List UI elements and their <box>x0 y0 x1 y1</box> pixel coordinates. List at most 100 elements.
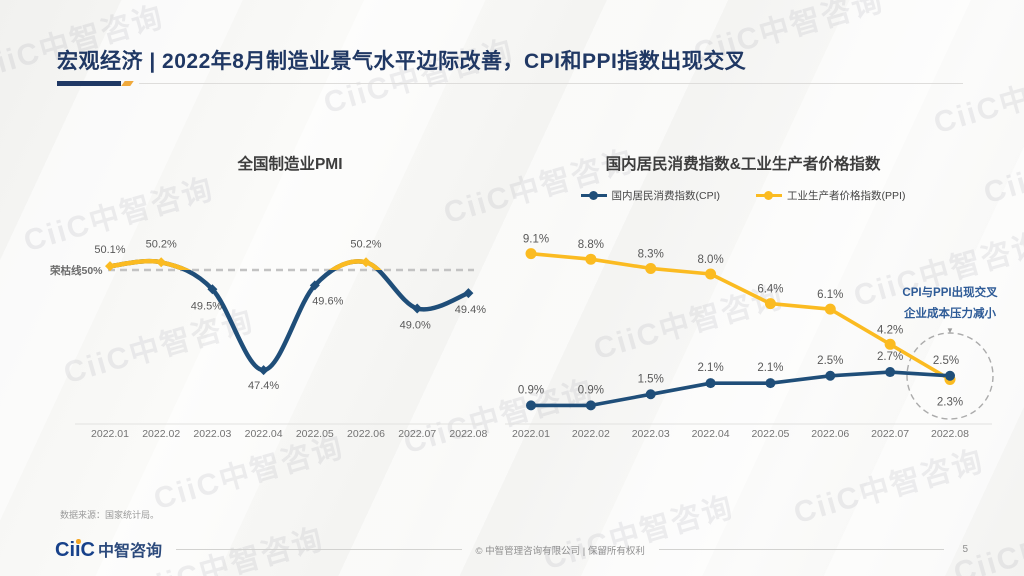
title-underline-bar <box>57 81 121 86</box>
pmi-point-marker <box>309 280 320 291</box>
ppi-value-label: 6.1% <box>817 289 843 301</box>
pmi-x-tick: 2022.02 <box>142 428 180 440</box>
crossover-circle <box>906 332 994 420</box>
pmi-x-tick: 2022.06 <box>347 428 385 440</box>
ppi-value-label: 8.8% <box>578 239 604 251</box>
pmi-chart: 2022.01 2022.02 2022.03 2022.04 2022.05 2022.… <box>50 238 488 440</box>
ppi-point <box>585 253 597 265</box>
footer-divider-left <box>176 549 462 550</box>
page-number: 5 <box>962 544 968 555</box>
pmi-value-label: 47.4% <box>248 380 279 392</box>
pmi-point-marker <box>463 288 474 299</box>
title-underline-accent <box>121 81 134 86</box>
cpi-ppi-x-tick: 2022.04 <box>692 428 730 440</box>
cpi-ppi-x-tick: 2022.08 <box>931 428 969 440</box>
cpi-ppi-chart-title: 国内居民消费指数&工业生产者价格指数 <box>605 156 881 173</box>
annotation-line1: CPI与PPI出现交叉 <box>902 287 998 299</box>
cpi-point <box>765 378 776 389</box>
pmi-reference-label: 荣枯线50% <box>50 264 103 277</box>
pmi-value-label: 50.2% <box>146 238 177 250</box>
cpi-point <box>885 367 896 378</box>
pmi-value-label: 49.4% <box>455 304 486 316</box>
ppi-line-marker-icon <box>756 191 783 200</box>
pmi-chart-title: 全国制造业PMI <box>237 156 343 173</box>
cpi-ppi-x-tick: 2022.01 <box>512 428 550 440</box>
footer-divider-right <box>658 549 945 550</box>
pmi-point-marker <box>156 257 167 268</box>
copyright-text: © 中智管理咨询有限公司 | 保留所有权利 <box>475 545 645 557</box>
watermark-text: CiiC中智咨询 <box>950 504 1024 576</box>
pmi-x-tick: 2022.04 <box>245 428 283 440</box>
cpi-point <box>526 400 536 411</box>
ppi-point <box>705 268 717 280</box>
annotation-line2: 企业成本压力减小 <box>904 308 996 320</box>
source-note: 数据来源：国家统计局。 <box>60 510 160 520</box>
ppi-line <box>530 251 951 381</box>
pmi-point-marker <box>361 257 371 268</box>
title-underline <box>57 81 963 87</box>
legend-item-cpi: 国内居民消费指数(CPI) <box>580 188 721 203</box>
company-logo: CiiC 中智咨询 <box>55 537 162 562</box>
slide-title: 宏观经济 | 2022年8月制造业景气水平边际改善，CPI和PPI指数出现交叉 <box>57 50 747 73</box>
title-underline-rule <box>139 83 963 84</box>
watermark-text: CiiC中智咨询 <box>930 54 1024 141</box>
legend-item-ppi: 工业生产者价格指数(PPI) <box>756 188 905 203</box>
cpi-point <box>944 370 955 381</box>
pmi-line-below-50 <box>107 258 471 373</box>
logo-ciic-text: CiiC <box>55 539 95 561</box>
ppi-point <box>824 303 836 315</box>
ppi-value-label: 9.1% <box>523 234 549 246</box>
pmi-value-label: 50.1% <box>94 244 125 256</box>
ppi-value-label: 8.0% <box>697 254 723 266</box>
ppi-point <box>645 262 657 274</box>
cpi-value-label: 2.1% <box>757 362 783 374</box>
ppi-value-label: 6.4% <box>757 284 783 296</box>
ppi-value-label: 2.3% <box>937 396 963 408</box>
pmi-value-label: 49.0% <box>400 320 431 332</box>
pmi-point-marker <box>105 261 115 272</box>
pmi-x-tick: 2022.08 <box>449 428 487 440</box>
annotation-arrow-icon: ▼ <box>946 326 954 335</box>
cpi-point <box>705 378 716 389</box>
ppi-value-label: 8.3% <box>638 248 664 260</box>
ppi-point <box>764 298 776 310</box>
cpi-line-marker-icon <box>580 191 607 200</box>
cpi-ppi-x-tick: 2022.07 <box>871 428 909 440</box>
cpi-value-label: 2.5% <box>933 355 959 367</box>
ppi-point <box>884 338 896 350</box>
logo-yellow-dot-icon <box>76 539 81 544</box>
watermark-text: CiiC中智咨询 <box>790 444 988 531</box>
cpi-ppi-x-tick: 2022.03 <box>632 428 670 440</box>
ppi-point <box>525 248 537 260</box>
cpi-ppi-x-tick: 2022.06 <box>811 428 849 440</box>
cpi-line <box>531 370 951 408</box>
pmi-point-marker <box>207 284 218 295</box>
cpi-value-label: 0.9% <box>518 384 544 396</box>
cpi-value-label: 2.7% <box>877 351 903 363</box>
cpi-ppi-x-tick: 2022.02 <box>572 428 610 440</box>
cpi-point <box>585 400 596 411</box>
logo-cn-text: 中智咨询 <box>98 543 163 560</box>
pmi-x-tick: 2022.05 <box>296 428 334 440</box>
cpi-value-label: 2.1% <box>697 362 723 374</box>
pmi-value-label: 49.6% <box>312 295 343 307</box>
pmi-line-above-50 <box>107 258 382 270</box>
pmi-x-tick: 2022.01 <box>91 428 129 440</box>
footer: CiiC 中智咨询 © 中智管理咨询有限公司 | 保留所有权利 5 <box>55 537 972 562</box>
cpi-ppi-chart: 2022.01 2022.02 2022.03 2022.04 2022.05 2022.… <box>505 234 994 440</box>
pmi-point-marker <box>412 303 423 314</box>
cpi-value-label: 2.5% <box>817 355 843 367</box>
cpi-value-label: 1.5% <box>638 373 664 385</box>
cpi-ppi-x-tick: 2022.05 <box>751 428 789 440</box>
crossover-annotation: CPI与PPI出现交叉 企业成本压力减小 ▼ <box>872 283 1024 336</box>
ppi-value-label: 4.2% <box>877 324 903 336</box>
pmi-x-tick: 2022.03 <box>193 428 231 440</box>
cpi-value-label: 0.9% <box>578 384 604 396</box>
cpi-point <box>825 370 836 381</box>
legend-label-cpi: 国内居民消费指数(CPI) <box>611 190 721 202</box>
pmi-x-tick: 2022.07 <box>398 428 436 440</box>
pmi-value-label: 49.5% <box>191 300 222 312</box>
pmi-point-marker <box>258 365 269 376</box>
pmi-value-label: 50.2% <box>350 238 381 250</box>
